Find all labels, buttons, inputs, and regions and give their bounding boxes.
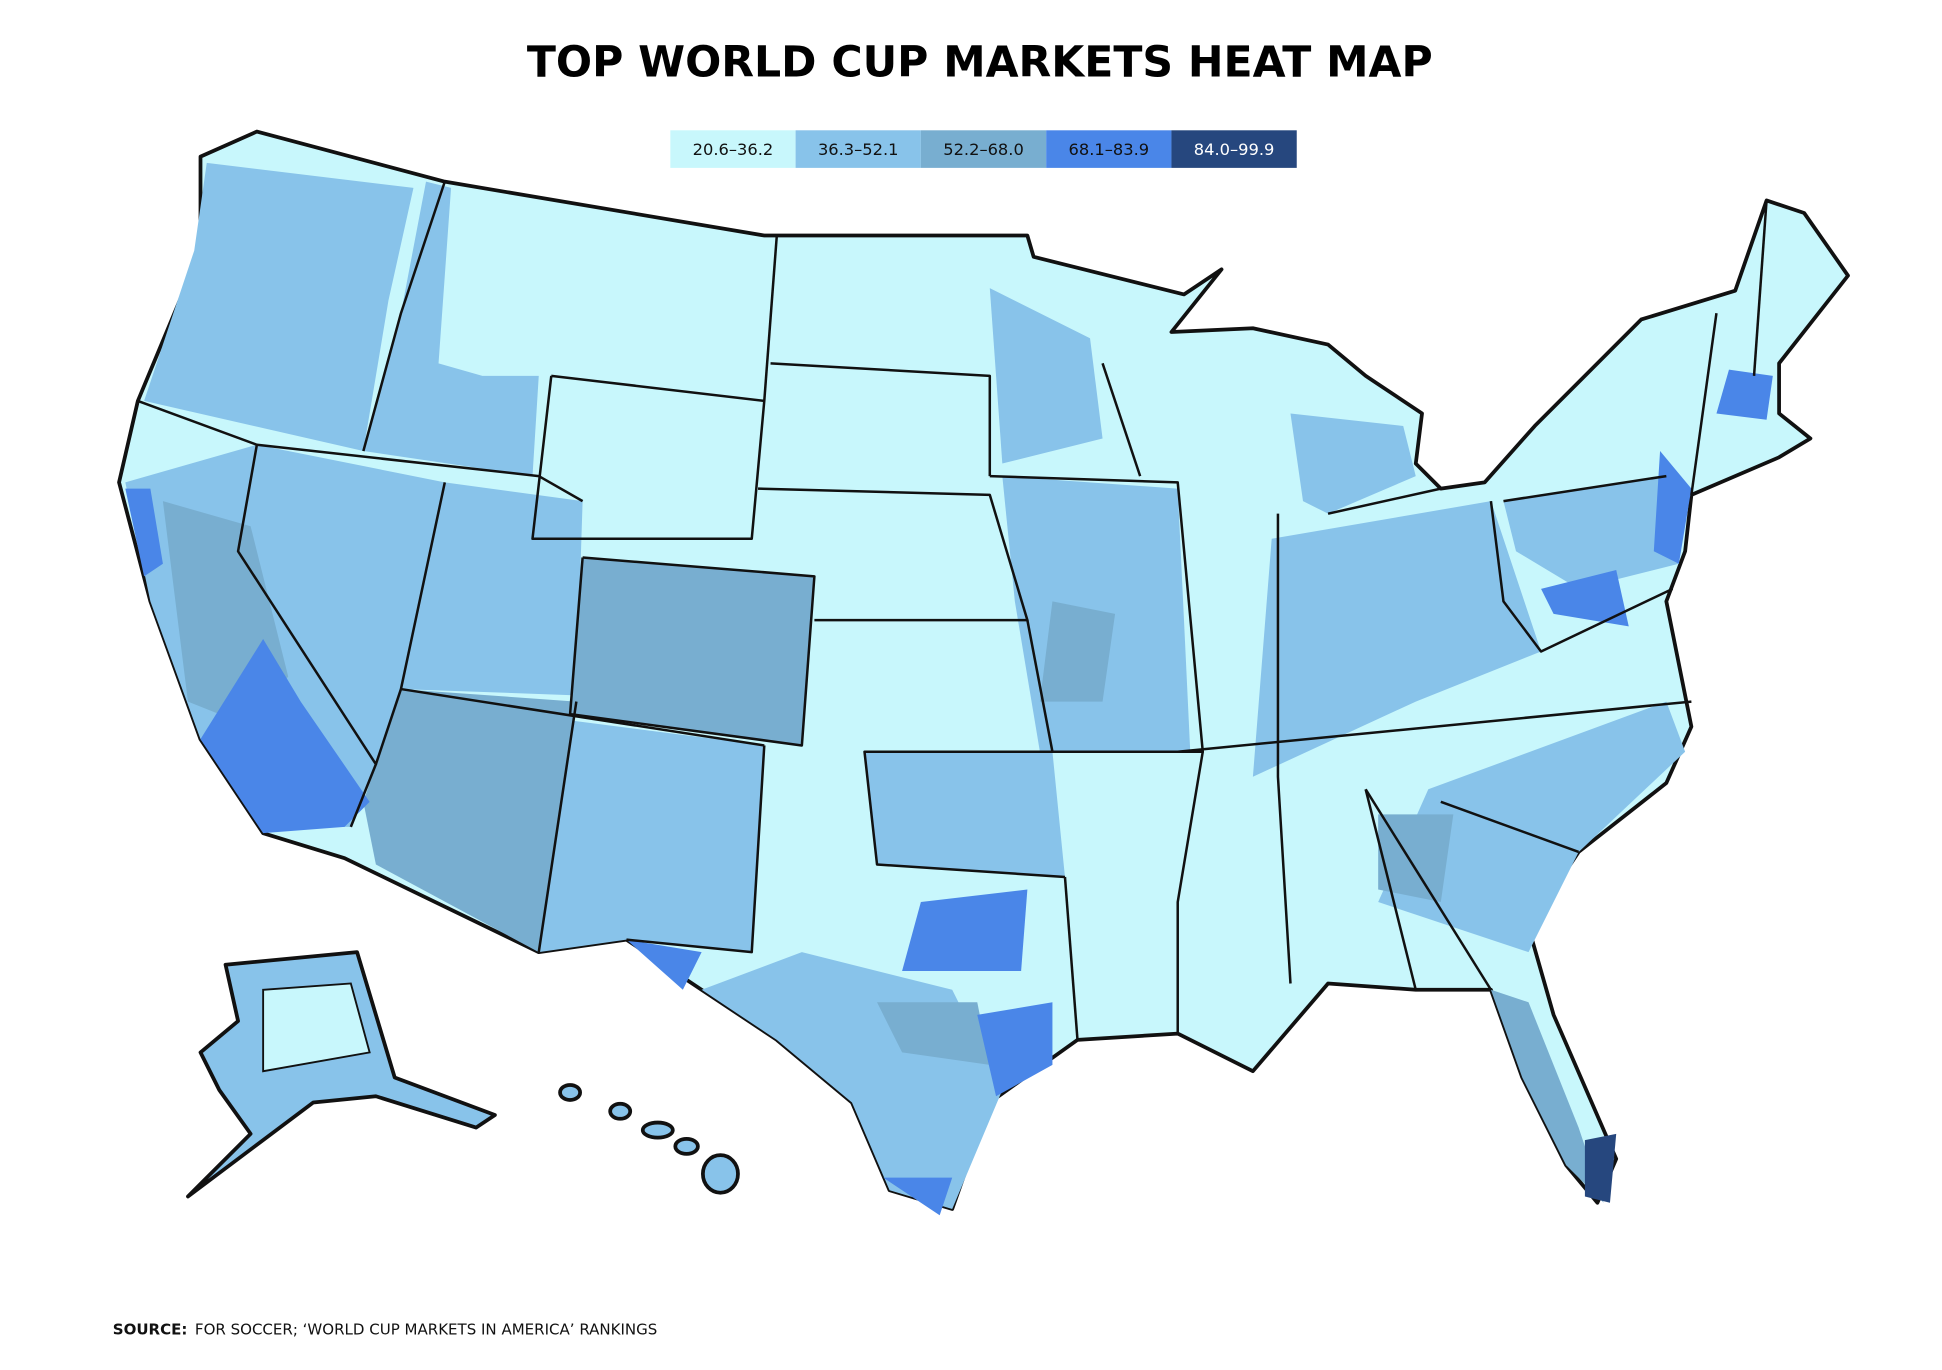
border — [1503, 474, 1667, 503]
region — [1716, 369, 1773, 420]
border — [1690, 313, 1718, 496]
border — [137, 399, 584, 503]
border — [1440, 800, 1580, 854]
region — [1290, 413, 1416, 514]
legend-swatch — [1171, 130, 1297, 168]
region — [538, 720, 765, 953]
legend-swatch — [1046, 130, 1172, 168]
border — [1101, 362, 1142, 477]
alaska — [186, 950, 497, 1199]
legend-label: 84.0–99.9 — [1194, 140, 1275, 159]
region — [1541, 570, 1629, 627]
regions-high — [125, 369, 1773, 1216]
legend-label: 68.1–83.9 — [1069, 140, 1150, 159]
border — [1327, 487, 1442, 515]
island — [701, 1153, 740, 1195]
region — [1252, 501, 1542, 777]
title: TOP WORLD CUP MARKETS HEAT MAP — [527, 38, 1433, 88]
source-label: SOURCE: — [113, 1320, 188, 1338]
border — [1489, 500, 1674, 653]
regions-dark — [162, 501, 1604, 1203]
border — [537, 701, 578, 953]
border — [770, 362, 992, 477]
region — [144, 162, 414, 452]
region — [1039, 601, 1116, 702]
region — [363, 181, 539, 477]
border — [1177, 700, 1692, 753]
region — [989, 288, 1103, 464]
region — [570, 557, 815, 746]
region — [1653, 451, 1692, 564]
border — [1276, 513, 1292, 984]
border — [1176, 751, 1205, 1034]
region — [864, 751, 1065, 878]
legend-swatch — [795, 130, 921, 168]
region — [883, 1177, 953, 1216]
region — [1503, 476, 1679, 589]
border — [236, 444, 378, 828]
island — [640, 1120, 675, 1140]
source-text: FOR SOCCER; ‘WORLD CUP MARKETS IN AMERIC… — [195, 1320, 657, 1338]
legend-label: 52.2–68.0 — [943, 140, 1024, 159]
legend: 20.6–36.2 36.3–52.1 52.2–68.0 68.1–83.9 84.0… — [670, 130, 1297, 168]
island — [558, 1083, 582, 1102]
border — [1752, 200, 1768, 376]
region — [363, 689, 577, 953]
legend-swatch — [920, 130, 1047, 168]
border — [568, 556, 816, 747]
alaska-region — [262, 982, 371, 1073]
border — [1364, 788, 1417, 991]
legend-label: 36.3–52.1 — [818, 140, 899, 159]
region — [977, 1002, 1053, 1097]
border — [531, 374, 766, 540]
border — [400, 687, 765, 747]
contiguous-us — [117, 129, 1850, 1216]
region — [877, 1002, 990, 1065]
border — [863, 619, 1066, 879]
region — [626, 939, 702, 990]
region — [1378, 814, 1454, 903]
hawaii — [558, 1083, 740, 1195]
legend-label: 20.6–36.2 — [693, 140, 774, 159]
island — [673, 1136, 700, 1156]
state-borders — [137, 181, 1768, 1040]
region — [902, 889, 1028, 971]
border — [626, 745, 766, 954]
island — [608, 1101, 633, 1121]
border — [1063, 876, 1079, 1040]
border — [1364, 788, 1492, 991]
border — [757, 487, 1029, 622]
border — [989, 474, 1205, 753]
source: SOURCE: FOR SOCCER; ‘WORLD CUP MARKETS IN… — [113, 1320, 658, 1338]
region — [125, 488, 163, 577]
region-top — [1584, 1133, 1617, 1203]
region — [1490, 989, 1604, 1203]
region — [200, 638, 370, 834]
region — [1378, 701, 1686, 953]
legend-swatch — [670, 130, 796, 168]
border — [763, 235, 779, 402]
border — [362, 181, 446, 452]
